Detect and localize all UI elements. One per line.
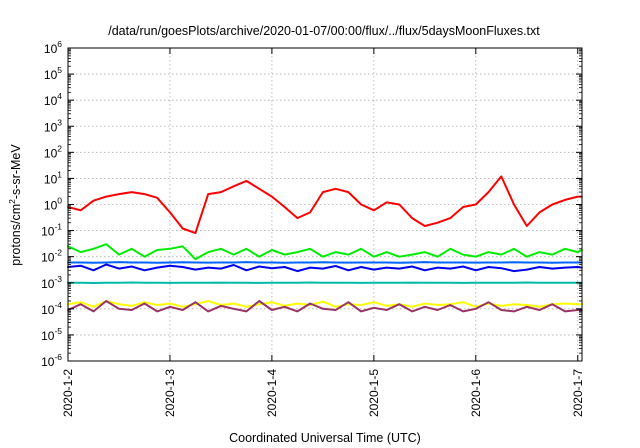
chart-title: /data/run/goesPlots/archive/2020-01-07/0… — [108, 24, 540, 38]
series-layer — [67, 175, 583, 313]
y-tick-exponent: -6 — [54, 352, 62, 362]
y-tick-exponent: 5 — [57, 65, 62, 75]
y-tick-exponent: 4 — [57, 91, 62, 101]
grid-lines — [68, 48, 582, 361]
y-tick-base: 10 — [41, 329, 55, 343]
y-tick-exponent: 2 — [57, 143, 62, 153]
y-tick-base: 10 — [44, 68, 58, 82]
y-tick-label: 101 — [44, 169, 62, 186]
series-line-3 — [67, 261, 583, 264]
y-tick-label: 10-5 — [41, 326, 62, 343]
series-line-4 — [67, 263, 583, 273]
y-tick-base: 10 — [44, 172, 58, 186]
y-axis: 10-610-510-410-310-210-11001011021031041… — [41, 39, 582, 369]
y-tick-base: 10 — [44, 94, 58, 108]
series-line-2 — [67, 243, 583, 261]
x-tick-label: 2020-1-6 — [469, 369, 483, 417]
y-tick-exponent: 1 — [57, 169, 62, 179]
x-tick-label: 2020-1-2 — [61, 369, 75, 417]
y-tick-exponent: 6 — [57, 39, 62, 49]
y-tick-base: 10 — [44, 199, 58, 213]
x-axis: 2020-1-2 2020-1-3 2020-1-4 2020-1-5 2020-1-6… — [61, 48, 585, 417]
y-tick-exponent: -2 — [54, 248, 62, 258]
y-tick-label: 103 — [44, 117, 62, 134]
series-line-1 — [67, 175, 583, 235]
y-axis-label: protons/cm2-s-sr-MeV — [7, 144, 23, 266]
x-tick-label: 2020-1-7 — [571, 369, 585, 417]
x-tick-label: 2020-1-3 — [163, 369, 177, 417]
y-tick-label: 100 — [44, 196, 62, 213]
y-tick-base: 10 — [41, 303, 55, 317]
y-tick-exponent: -1 — [54, 222, 62, 232]
y-tick-base: 10 — [41, 225, 55, 239]
x-tick-label: 2020-1-4 — [265, 369, 279, 417]
series-line-5 — [67, 281, 583, 284]
x-tick-label: 2020-1-5 — [367, 369, 381, 417]
y-tick-label: 102 — [44, 143, 62, 160]
y-tick-exponent: 0 — [57, 196, 62, 206]
y-tick-label: 10-2 — [41, 248, 62, 265]
y-tick-exponent: -4 — [54, 300, 62, 310]
y-tick-label: 10-1 — [41, 222, 62, 239]
series-line-7 — [67, 300, 583, 313]
y-tick-base: 10 — [41, 355, 55, 369]
y-axis-label-base: protons/cm — [9, 204, 23, 266]
y-tick-exponent: 3 — [57, 117, 62, 127]
y-tick-base: 10 — [44, 146, 58, 160]
y-tick-label: 104 — [44, 91, 62, 108]
y-axis-label-rest: -s-sr-MeV — [9, 144, 23, 200]
y-tick-exponent: -5 — [54, 326, 62, 336]
y-tick-label: 10-6 — [41, 352, 62, 369]
series-line-6 — [67, 300, 583, 308]
y-tick-label: 10-3 — [41, 274, 62, 291]
y-tick-base: 10 — [41, 277, 55, 291]
y-axis-label-sup: 2 — [7, 199, 17, 204]
y-tick-label: 10-4 — [41, 300, 62, 317]
y-tick-base: 10 — [44, 42, 58, 56]
y-tick-base: 10 — [44, 120, 58, 134]
y-tick-exponent: -3 — [54, 274, 62, 284]
x-axis-label: Coordinated Universal Time (UTC) — [229, 431, 421, 445]
y-tick-label: 106 — [44, 39, 62, 56]
y-tick-label: 105 — [44, 65, 62, 82]
y-tick-base: 10 — [41, 251, 55, 265]
